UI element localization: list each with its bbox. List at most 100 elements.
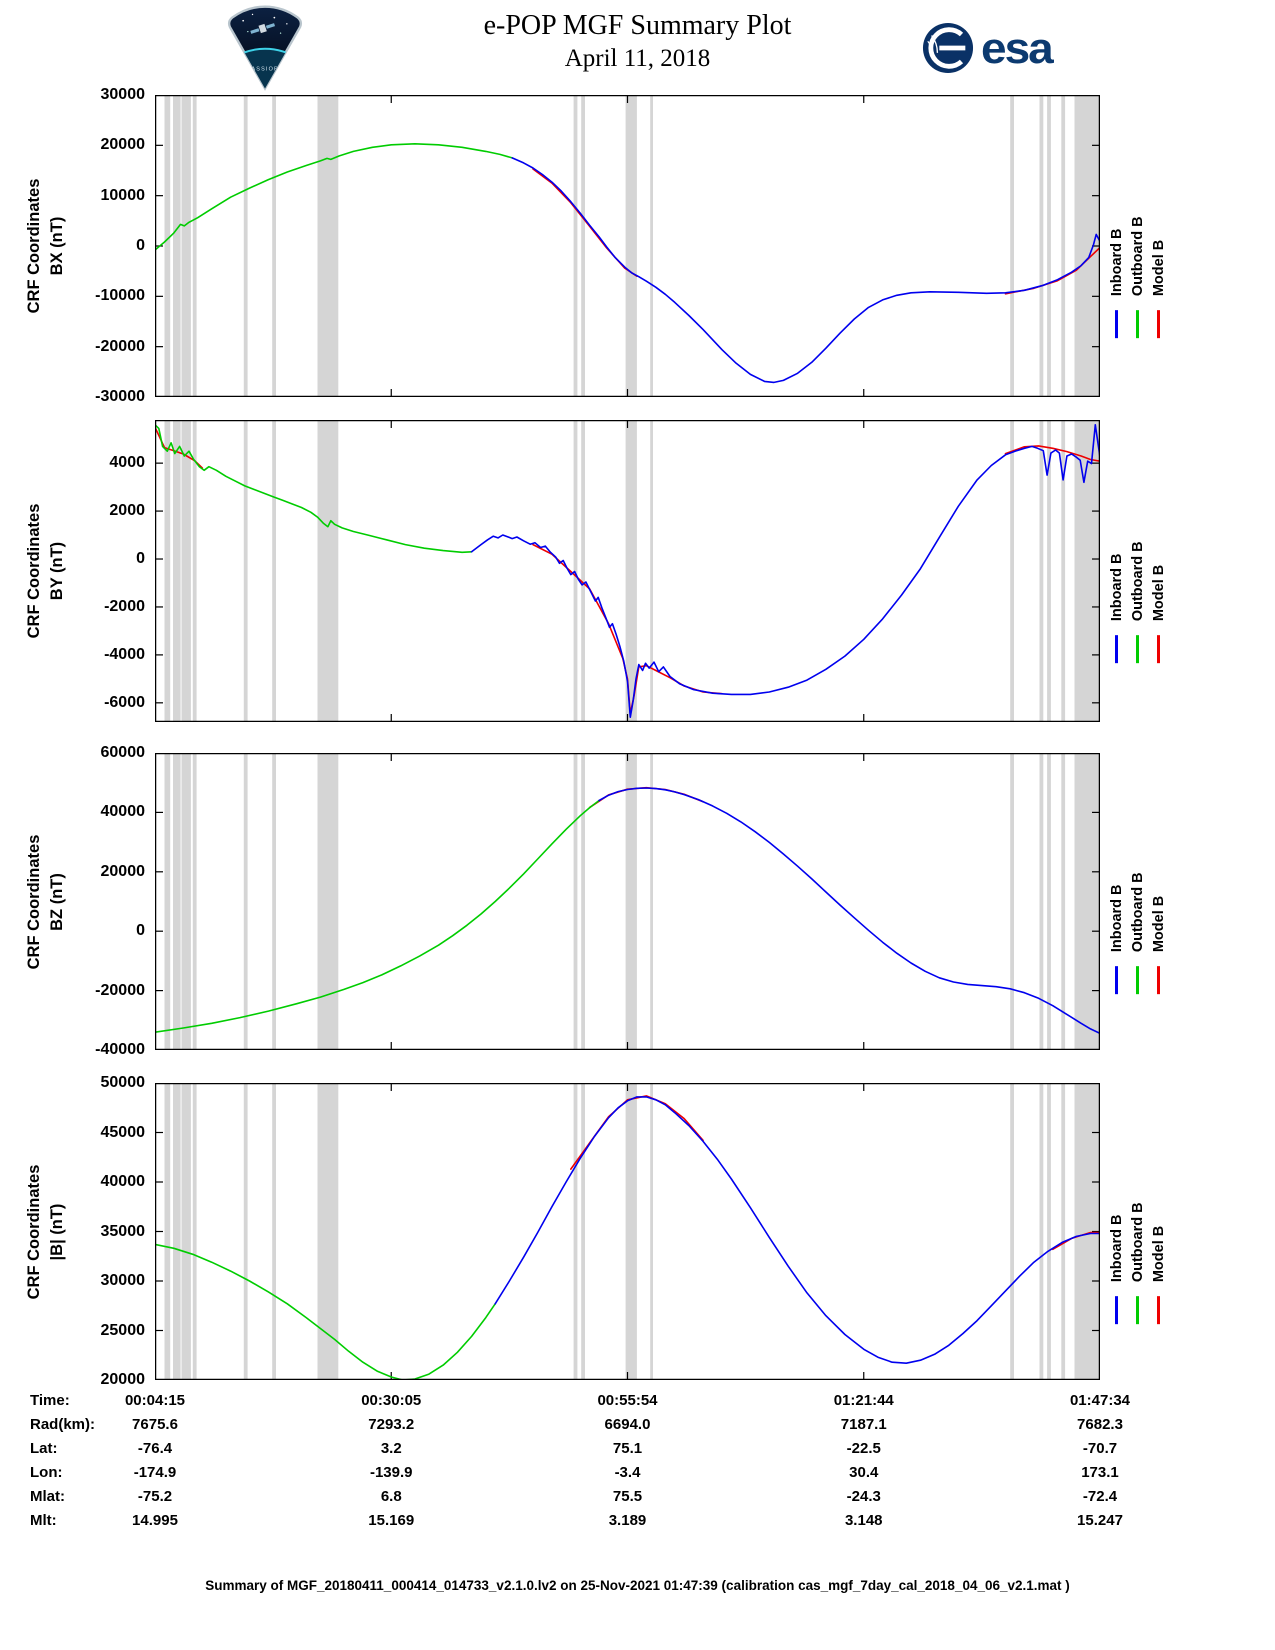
legend-line-inboard-icon [1115,965,1118,994]
x-axis-row-label: Mlat: [30,1488,65,1505]
legend: Inboard B Outboard B Model B [1106,146,1169,339]
data-gap-band [1010,1083,1014,1380]
legend: Inboard B Outboard B Model B [1106,802,1169,994]
series-inboard [598,787,1100,1035]
data-gap-band [1047,95,1051,397]
panel-bmag: CRF Coordinates |B| (nT) 50000 45000 40000… [0,1074,1275,1388]
data-gap-band [581,95,585,397]
data-gap-band [1010,420,1014,722]
y-tick-label: 40000 [100,803,146,821]
legend-label-inboard: Inboard B [1108,553,1125,622]
series-inboard [494,1096,1100,1365]
data-gap-band [243,420,248,722]
legend-item-inboard: Inboard B [1106,802,1127,994]
data-gap-band [650,420,653,722]
legend-item-model: Model B [1148,146,1169,339]
page-subtitle: April 11, 2018 [564,45,711,72]
y-tick-label: 20000 [100,1371,146,1388]
data-gap-band [243,95,248,397]
legend-line-outboard-icon [1136,965,1139,994]
data-gap-band [650,95,653,397]
legend-label-inboard: Inboard B [1108,228,1125,297]
legend-line-model-icon [1157,635,1160,664]
x-axis-value: 7675.6 [132,1416,178,1433]
x-axis-value: 75.1 [612,1440,643,1457]
legend-line-outboard-icon [1136,1295,1139,1324]
series-model [588,786,704,809]
data-gap-band [243,753,248,1050]
legend-label-model: Model B [1150,564,1167,622]
data-gap-band [173,753,181,1050]
y-tick-label: 50000 [100,1074,146,1091]
data-gap-band [192,420,197,722]
x-axis-value: 14.995 [132,1512,178,1529]
data-gap-band [1039,95,1044,397]
y-tick-label: 25000 [100,1321,146,1339]
x-axis-row-label: Lat: [30,1440,58,1457]
data-gap-band [1010,753,1014,1050]
x-axis-value: -72.4 [1082,1488,1118,1505]
data-gap-band [1039,1083,1044,1380]
data-gap-band [625,1083,637,1380]
data-gap-band [625,753,637,1050]
x-axis-row-label: Lon: [30,1464,63,1481]
data-gap-band [1039,753,1044,1050]
legend-label-inboard: Inboard B [1108,1213,1125,1282]
data-gap-band [1047,1083,1051,1380]
x-axis-value: -22.5 [846,1440,881,1457]
data-gap-band [181,753,191,1050]
data-gap-band [181,420,191,722]
data-gap-band [192,1083,197,1380]
data-gap-band [317,753,339,1050]
x-axis-value: 7682.3 [1077,1416,1123,1433]
legend-label-model: Model B [1150,895,1167,952]
legend-line-model-icon [1157,965,1160,994]
x-axis-value: 7293.2 [368,1416,415,1433]
legend-item-model: Model B [1148,471,1169,664]
y-tick-label: 30000 [100,1272,146,1289]
data-gap-band [317,420,339,722]
y-tick-label: 4000 [109,454,145,472]
data-gap-band [1061,95,1066,397]
x-axis-annotation-table: Time: 00:04:15 00:30:05 00:55:54 01:21:44 01:… [0,1390,1275,1540]
y-tick-label: 45000 [100,1123,146,1141]
legend-line-model-icon [1157,310,1160,339]
data-gap-band [272,420,276,722]
data-gap-band [181,1083,191,1380]
series-outboard [155,1243,497,1380]
y-tick-label: -40000 [95,1041,145,1058]
panel-by: CRF Coordinates BY (nT) 4000 2000 0 -2000 -4… [0,420,1275,722]
legend-line-inboard-icon [1115,1295,1118,1324]
data-gap-band [1010,95,1014,397]
legend-label-model: Model B [1150,1225,1167,1282]
x-axis-value: -24.3 [846,1488,881,1505]
data-gap-band [164,1083,171,1380]
data-gap-band [1074,753,1100,1050]
title-block: e-POP MGF Summary Plot April 11, 2018 [0,8,1275,74]
y-tick-label: -20000 [95,981,145,999]
x-axis-value: 75.5 [612,1488,643,1505]
x-axis-value: -3.4 [614,1464,641,1481]
legend-label-outboard: Outboard B [1129,541,1146,622]
data-gap-band [164,753,171,1050]
data-gap-band [164,420,171,722]
data-gap-band [625,420,637,722]
legend-item-inboard: Inboard B [1106,471,1127,664]
y-axis-label-line1: CRF Coordinates [25,834,43,969]
y-tick-label: -10000 [95,287,145,305]
data-gap-band [317,1083,339,1380]
x-axis-value: 3.2 [380,1440,402,1457]
x-axis-value: -75.2 [137,1488,173,1505]
data-gap-band [1039,420,1044,722]
y-tick-label: 60000 [100,744,146,761]
data-gap-band [181,95,191,397]
y-tick-label: 10000 [100,186,146,204]
legend-label-inboard: Inboard B [1108,883,1125,952]
x-axis-row-label: Time: [30,1392,70,1409]
legend-label-outboard: Outboard B [1129,871,1146,952]
x-axis-row-label: Rad(km): [30,1416,96,1433]
legend-item-inboard: Inboard B [1106,146,1127,339]
data-gap-band [1061,1083,1066,1380]
x-axis-value: -174.9 [133,1464,177,1481]
